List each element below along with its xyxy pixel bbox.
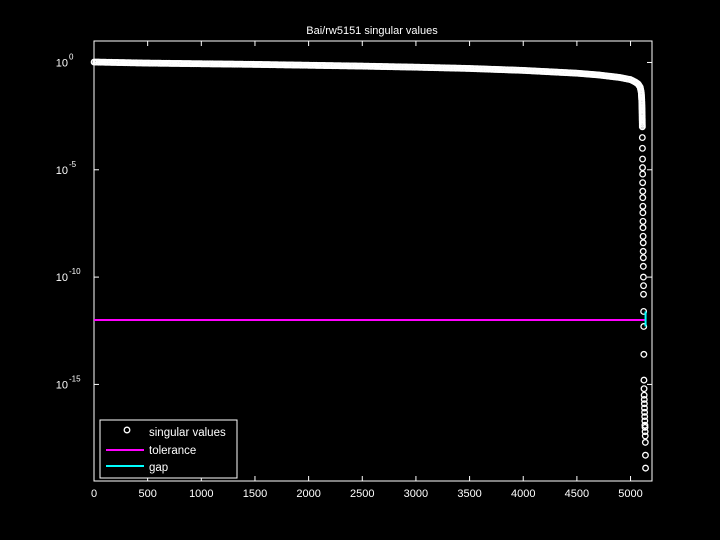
- singular-value-marker: [639, 187, 647, 195]
- singular-value-marker: [641, 438, 649, 446]
- singular-value-marker: [639, 224, 647, 232]
- singular-value-marker: [640, 290, 647, 298]
- legend-box: [99, 419, 238, 479]
- singular-value-marker: [642, 451, 649, 459]
- singular-value-marker: [639, 239, 647, 247]
- legend-label-gap: gap: [149, 462, 168, 474]
- singular-value-marker: [640, 350, 648, 358]
- singular-value-marker: [641, 417, 649, 425]
- x-tick-label: 3000: [404, 488, 428, 500]
- x-tick-label: 1500: [243, 488, 267, 500]
- singular-value-marker: [640, 400, 648, 408]
- singular-value-marker: [640, 395, 648, 403]
- plot-frame: [93, 40, 653, 482]
- singular-value-marker: [639, 155, 647, 163]
- singular-value-marker: [639, 247, 647, 255]
- legend-label-singular-values: singular values: [149, 427, 226, 439]
- y-tick-label: 10: [56, 165, 68, 177]
- singular-value-marker: [639, 202, 647, 210]
- legend: singular values tolerance gap: [99, 419, 238, 479]
- singular-value-marker: [641, 404, 648, 412]
- singular-value-marker: [641, 432, 649, 440]
- singular-value-marker: [639, 209, 647, 217]
- y-tick-exponent: -5: [69, 160, 77, 169]
- singular-value-marker: [639, 179, 647, 187]
- singular-value-marker: [641, 408, 649, 416]
- y-tick-exponent: -15: [69, 374, 81, 383]
- singular-value-marker: [641, 423, 649, 431]
- y-tick-label: 10: [56, 379, 68, 391]
- singular-value-marker: [641, 413, 649, 421]
- x-tick-label: 2500: [350, 488, 374, 500]
- x-tick-label: 5000: [618, 488, 642, 500]
- x-tick-label: 2000: [296, 488, 320, 500]
- x-tick-label: 0: [91, 488, 97, 500]
- legend-marker-singular-values: [123, 426, 131, 434]
- singular-value-marker: [642, 464, 650, 472]
- singular-value-marker: [640, 391, 648, 399]
- legend-label-tolerance: tolerance: [149, 445, 196, 457]
- singular-value-marker: [639, 164, 647, 172]
- singular-value-marker: [641, 428, 649, 436]
- singular-value-marker: [638, 123, 646, 131]
- y-tick-exponent: 0: [69, 52, 74, 61]
- singular-value-marker: [639, 254, 647, 262]
- x-tick-label: 4500: [565, 488, 589, 500]
- singular-value-marker: [640, 282, 647, 290]
- chart-title: Bai/rw5151 singular values: [306, 25, 438, 37]
- singular-value-marker: [639, 273, 647, 281]
- singular-value-marker: [640, 376, 648, 384]
- y-tick-label: 10: [56, 57, 68, 69]
- y-tick-exponent: -10: [69, 267, 81, 276]
- singular-value-marker: [638, 134, 646, 142]
- x-tick-label: 1000: [189, 488, 213, 500]
- singular-value-marker: [640, 385, 648, 393]
- x-tick-label: 4000: [511, 488, 535, 500]
- singular-value-marker: [639, 232, 647, 240]
- singular-value-marker: [639, 217, 647, 225]
- singular-value-marker: [639, 262, 647, 270]
- x-tick-label: 500: [138, 488, 156, 500]
- y-tick-label: 10: [56, 272, 68, 284]
- singular-value-marker: [639, 194, 647, 202]
- singular-value-marker: [638, 144, 646, 152]
- singular-value-marker: [639, 170, 647, 178]
- x-tick-label: 3500: [457, 488, 481, 500]
